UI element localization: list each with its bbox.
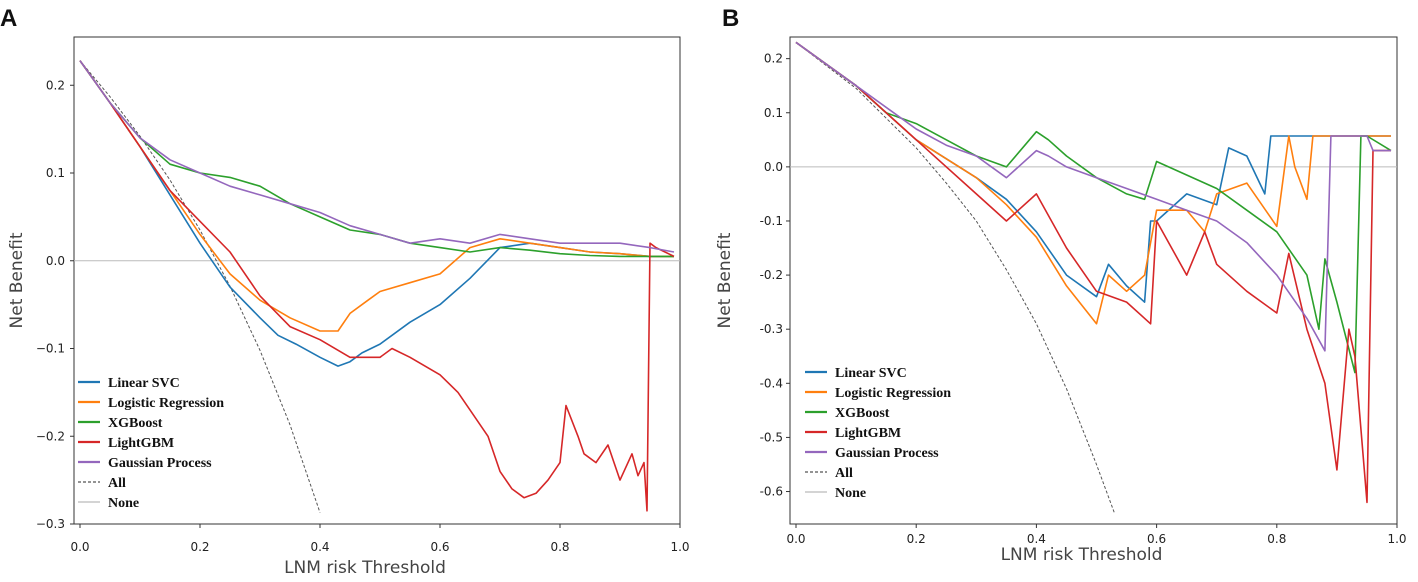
series-line-logistic-regression: [79, 60, 674, 332]
x-tick-label: 0.4: [310, 540, 329, 554]
legend-label-linear-svc: Linear SVC: [835, 366, 907, 381]
legend-label-gaussian-process: Gaussian Process: [108, 456, 212, 471]
panel-letter-b: B: [722, 5, 739, 32]
legend: Linear SVC Logistic Regression XGBoost Ligh…: [78, 376, 224, 511]
x-tick-label: 0.0: [786, 532, 805, 546]
x-tick-label: 1.0: [1387, 532, 1406, 546]
y-tick-label: -0.3: [760, 322, 783, 336]
legend-label-logistic-regression: Logistic Regression: [835, 386, 951, 401]
y-tick-label: −0.1: [36, 342, 65, 356]
series-line-linear-svc: [79, 60, 674, 367]
series-line-xgboost: [795, 41, 1392, 374]
y-tick-label: 0.2: [764, 52, 783, 66]
series-line-all: [795, 42, 1115, 514]
x-tick-label: 0.4: [1027, 532, 1046, 546]
plot-frame-b: [789, 36, 1398, 525]
panel-a: A 0.0 0.2 0.4 0.6 0.8 1.0 0.2 0.1 0.0 −0.1 −0.2 −0.…: [0, 5, 690, 578]
legend: Linear SVC Logistic Regression XGBoost Ligh…: [805, 366, 951, 501]
y-tick-label: -0.4: [760, 376, 783, 390]
legend-label-lightgbm: LightGBM: [108, 436, 174, 451]
x-tick-label: 0.8: [550, 540, 569, 554]
y-tick-label: −0.3: [36, 517, 65, 531]
y-tick-label: 0.0: [46, 254, 65, 268]
y-axis-label: Net Benefit: [7, 232, 27, 328]
y-tick-label: -0.6: [760, 485, 783, 499]
x-tick-label: 0.8: [1267, 532, 1286, 546]
series-line-linear-svc: [795, 41, 1391, 303]
legend-label-none: None: [108, 496, 139, 511]
series-line-lightgbm: [79, 60, 675, 512]
y-tick-label: 0.1: [764, 106, 783, 120]
y-tick-label: -0.5: [760, 430, 783, 444]
legend-label-all: All: [835, 466, 853, 481]
y-tick-label: -0.1: [760, 214, 783, 228]
y-tick-label: 0.2: [46, 78, 65, 92]
x-tick-label: 0.2: [907, 532, 926, 546]
y-axis-label: Net Benefit: [715, 232, 735, 328]
series-group: [790, 41, 1397, 514]
y-tick-label: −0.2: [36, 429, 65, 443]
x-tick-label: 0.2: [190, 540, 209, 554]
y-tick-label: 0.1: [46, 166, 65, 180]
series-line-lightgbm: [795, 41, 1391, 504]
legend-label-gaussian-process: Gaussian Process: [835, 446, 939, 461]
legend-label-all: All: [108, 476, 126, 491]
x-axis-label: LNM risk Threshold: [284, 558, 446, 578]
y-tick-label: 0.0: [764, 160, 783, 174]
legend-label-xgboost: XGBoost: [835, 406, 890, 421]
series-line-logistic-regression: [795, 41, 1391, 325]
series-line-gaussian-process: [79, 60, 675, 253]
panel-letter-a: A: [0, 5, 17, 32]
x-tick-label: 0.0: [70, 540, 89, 554]
x-tick-label: 0.6: [1147, 532, 1166, 546]
legend-label-logistic-regression: Logistic Regression: [108, 396, 224, 411]
legend-label-none: None: [835, 486, 866, 501]
x-tick-label: 1.0: [670, 540, 689, 554]
series-line-all: [79, 60, 321, 513]
panel-b: B 0.0 0.2 0.4 0.6 0.8 1.0 0.2 0.1 0.0 -0.1 -0.2 -0.…: [715, 5, 1407, 565]
series-line-gaussian-process: [795, 41, 1391, 352]
legend-label-lightgbm: LightGBM: [835, 426, 901, 441]
y-tick-label: -0.2: [760, 268, 783, 282]
x-axis-label: LNM risk Threshold: [1001, 545, 1163, 565]
legend-label-xgboost: XGBoost: [108, 416, 163, 431]
series-group: [74, 60, 680, 513]
plot-frame-a: [73, 36, 681, 525]
x-tick-label: 0.6: [430, 540, 449, 554]
legend-label-linear-svc: Linear SVC: [108, 376, 180, 391]
